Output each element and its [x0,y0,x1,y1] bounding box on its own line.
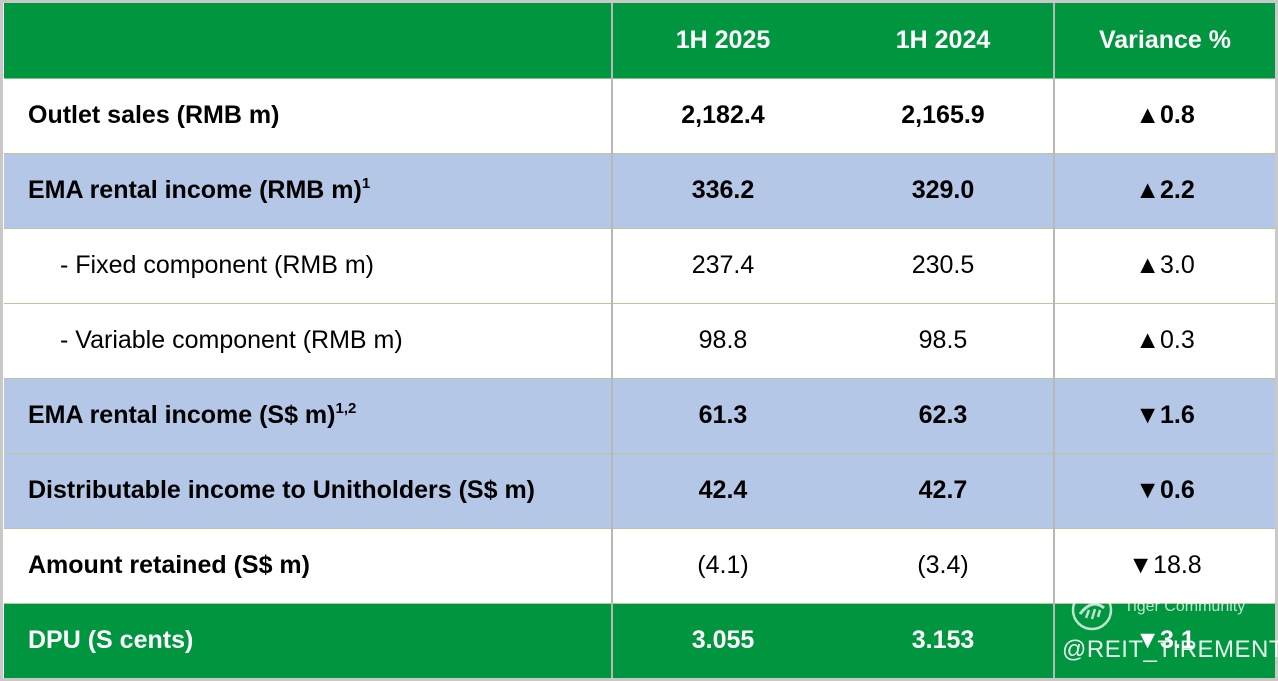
table-row: DPU (S cents) 3.055 3.153 ▼3.1 [4,603,1275,679]
table-row: EMA rental income (S$ m)1,2 61.3 62.3 ▼1… [4,378,1275,454]
table-row: EMA rental income (RMB m)1 336.2 329.0 ▲… [4,153,1275,229]
financial-summary-table: 1H 2025 1H 2024 Variance % Outlet sales … [4,3,1275,679]
value-variance: ▼1.6 [1053,378,1275,454]
value-1h-2024: 230.5 [833,228,1054,304]
footnote-ref: 1,2 [335,400,357,417]
value-variance: ▲0.3 [1053,303,1275,379]
table-row: - Variable component (RMB m) 98.8 98.5 ▲… [4,303,1275,379]
value-1h-2024: (3.4) [833,528,1054,604]
financial-summary-table-container: 1H 2025 1H 2024 Variance % Outlet sales … [4,3,1275,679]
value-1h-2024: 2,165.9 [833,78,1054,154]
value-variance: ▲2.2 [1053,153,1275,229]
value-1h-2025: 61.3 [611,378,833,454]
row-label-dpu: DPU (S cents) [4,603,612,679]
header-1h-2025: 1H 2025 [611,3,833,79]
value-1h-2025: 336.2 [611,153,833,229]
value-1h-2025: 3.055 [611,603,833,679]
value-1h-2025: 237.4 [611,228,833,304]
header-label-cell [4,3,612,79]
row-label-ema-rental-rmb: EMA rental income (RMB m)1 [4,153,612,229]
value-1h-2025: 42.4 [611,453,833,529]
value-1h-2024: 329.0 [833,153,1054,229]
value-variance: ▲0.8 [1053,78,1275,154]
value-variance: ▼0.6 [1053,453,1275,529]
row-label-amount-retained: Amount retained (S$ m) [4,528,612,604]
header-variance: Variance % [1053,3,1275,79]
value-variance: ▼3.1 [1053,603,1275,679]
footnote-ref: 1 [361,175,371,192]
value-1h-2024: 98.5 [833,303,1054,379]
table-row: Outlet sales (RMB m) 2,182.4 2,165.9 ▲0.… [4,78,1275,154]
table-header-row: 1H 2025 1H 2024 Variance % [4,3,1275,79]
value-variance: ▲3.0 [1053,228,1275,304]
row-label-ema-rental-sgd: EMA rental income (S$ m)1,2 [4,378,612,454]
table-row: - Fixed component (RMB m) 237.4 230.5 ▲3… [4,228,1275,304]
value-1h-2024: 42.7 [833,453,1054,529]
value-1h-2025: (4.1) [611,528,833,604]
row-label-outlet-sales: Outlet sales (RMB m) [4,78,612,154]
row-label-distributable-income: Distributable income to Unitholders (S$ … [4,453,612,529]
table-row: Distributable income to Unitholders (S$ … [4,453,1275,529]
value-1h-2025: 2,182.4 [611,78,833,154]
row-label-variable-component: - Variable component (RMB m) [4,303,612,379]
row-label-fixed-component: - Fixed component (RMB m) [4,228,612,304]
value-variance: ▼18.8 [1053,528,1275,604]
value-1h-2024: 3.153 [833,603,1054,679]
table-row: Amount retained (S$ m) (4.1) (3.4) ▼18.8 [4,528,1275,604]
header-1h-2024: 1H 2024 [833,3,1054,79]
value-1h-2025: 98.8 [611,303,833,379]
value-1h-2024: 62.3 [833,378,1054,454]
